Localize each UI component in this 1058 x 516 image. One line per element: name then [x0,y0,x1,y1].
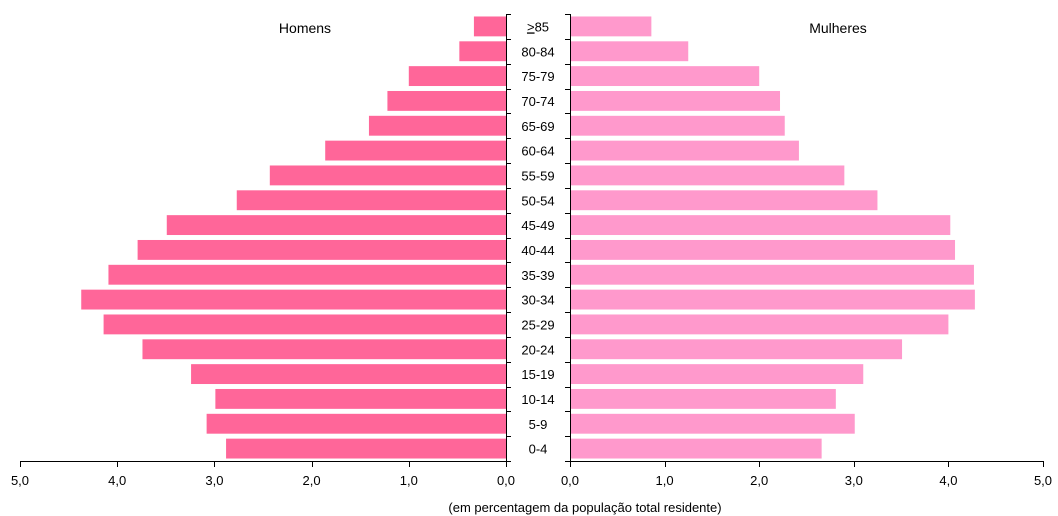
age-label-10: 35-39 [521,268,554,283]
right-x-tick-label-2: 2,0 [750,473,768,488]
age-label-3: 70-74 [521,94,554,109]
age-label-13: 20-24 [521,342,554,357]
bar-female-8 [570,215,951,236]
age-label-1: 80-84 [521,44,554,59]
bar-male-13 [142,339,507,360]
bar-male-2 [408,66,506,87]
age-label-17: 0-4 [529,442,548,457]
bar-male-14 [191,364,506,385]
left-x-tick-label-2: 2,0 [303,473,321,488]
left-x-tick-label-4: 4,0 [108,473,126,488]
bar-female-1 [570,41,689,62]
bar-female-14 [570,364,864,385]
bar-male-1 [459,41,506,62]
bar-female-16 [570,413,855,434]
bar-male-8 [166,215,506,236]
bar-female-5 [570,140,799,161]
age-label-9: 40-44 [521,243,554,258]
bar-male-17 [226,438,506,459]
bar-male-12 [103,314,506,335]
right-x-tick-label-4: 4,0 [939,473,957,488]
bar-male-4 [368,115,506,136]
age-label-15: 10-14 [521,392,554,407]
right-x-tick-label-5: 5,0 [1034,473,1052,488]
bar-male-16 [206,413,506,434]
age-label-0: >85 [527,19,549,34]
bar-female-11 [570,289,975,310]
bar-female-0 [570,16,652,37]
left-x-tick-label-5: 5,0 [11,473,29,488]
bar-male-10 [108,264,507,285]
age-label-11: 30-34 [521,293,554,308]
bar-female-17 [570,438,822,459]
bar-male-5 [325,140,506,161]
right-x-tick-label-3: 3,0 [845,473,863,488]
age-group-labels: >85 80-84 75-79 70-74 65-69 60-64 55-59 50-54 45… [521,19,554,456]
axes: 0,0 0,0 1,0 1,0 2,0 2,0 3,0 3,0 4,0 4,0 5,0 5,0 [11,14,1052,488]
age-label-5: 60-64 [521,144,554,159]
bar-male-7 [236,190,507,211]
bar-female-2 [570,66,760,87]
age-label-8: 45-49 [521,218,554,233]
bar-female-13 [570,339,903,360]
bar-female-6 [570,165,845,186]
bar-male-0 [473,16,506,37]
bar-female-7 [570,190,878,211]
left-x-tick-label-1: 1,0 [400,473,418,488]
bar-female-9 [570,239,956,260]
x-axis-title: (em percentagem da população total resid… [448,500,721,515]
right-x-tick-label-0: 0,0 [561,473,579,488]
male-series-label: Homens [279,20,331,36]
female-series-label: Mulheres [809,20,867,36]
bar-male-6 [269,165,506,186]
age-label-2: 75-79 [521,69,554,84]
bar-male-15 [215,388,506,409]
age-label-6: 55-59 [521,168,554,183]
age-label-12: 25-29 [521,317,554,332]
right-x-tick-label-1: 1,0 [656,473,674,488]
bar-male-3 [387,90,506,111]
left-x-tick-label-3: 3,0 [205,473,223,488]
male-bars [81,16,507,459]
bar-female-15 [570,388,836,409]
age-label-4: 65-69 [521,119,554,134]
bar-male-9 [137,239,506,260]
left-x-tick-label-0: 0,0 [497,473,515,488]
bar-male-11 [81,289,507,310]
age-label-16: 5-9 [529,417,548,432]
bar-female-12 [570,314,949,335]
bar-female-3 [570,90,781,111]
age-label-7: 50-54 [521,193,554,208]
age-label-14: 15-19 [521,367,554,382]
bar-female-10 [570,264,974,285]
bar-female-4 [570,115,785,136]
female-bars [570,16,975,459]
